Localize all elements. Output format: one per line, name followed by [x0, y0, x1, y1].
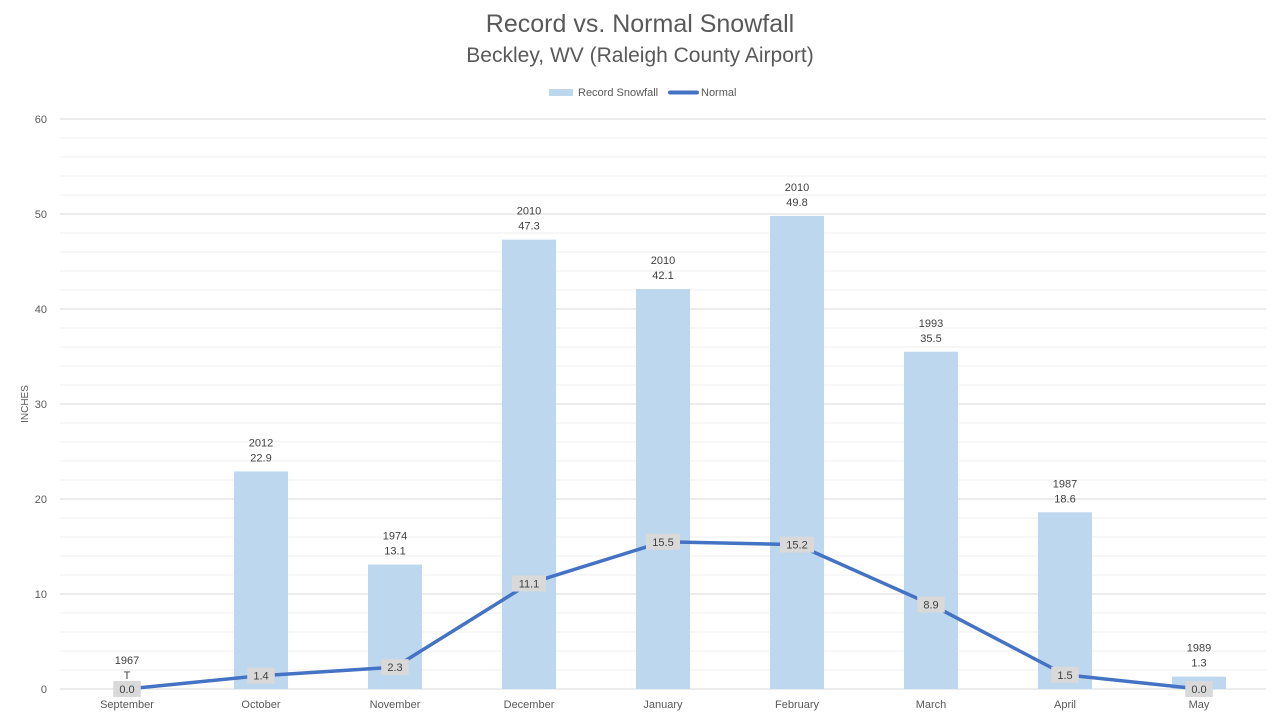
- bar-label-value: 42.1: [652, 270, 673, 282]
- bar-labels: 1967 T 2012 22.9 1974 13.1 2010 47.3 2010 42.1 201…: [115, 182, 1211, 682]
- normal-value-label: 8.9: [923, 599, 938, 611]
- y-tick-label: 30: [35, 399, 47, 411]
- legend-label-record: Record Snowfall: [578, 87, 658, 99]
- normal-label-box: [512, 575, 546, 592]
- y-tick-label: 50: [35, 209, 47, 221]
- x-tick-label: November: [370, 699, 421, 711]
- bar-record: [234, 471, 288, 689]
- normal-value-label: 15.5: [652, 537, 673, 549]
- normal-value-label: 1.4: [253, 671, 268, 683]
- normal-label-box: [381, 659, 409, 676]
- bar-label-value: 49.8: [786, 197, 807, 209]
- y-tick-label: 60: [35, 114, 47, 126]
- legend-label-normal: Normal: [701, 87, 736, 99]
- normal-label-box: [1185, 681, 1213, 697]
- bar-label-year: 2010: [785, 182, 809, 194]
- bar-record: [770, 215, 824, 689]
- bar-record: [502, 239, 556, 689]
- bar-label-value: T: [124, 670, 131, 682]
- y-tick-label: 10: [35, 589, 47, 601]
- normal-value-label: 15.2: [786, 540, 807, 552]
- normal-value-label: 0.0: [1191, 684, 1206, 696]
- x-tick-label: April: [1054, 699, 1076, 711]
- x-tick-label: May: [1189, 699, 1210, 711]
- bar-label-value: 22.9: [250, 452, 271, 464]
- normal-label-box: [113, 681, 141, 697]
- bar-series-record: [234, 215, 1226, 689]
- normal-label-box: [1051, 666, 1079, 683]
- legend-swatch-record: [549, 89, 573, 96]
- bar-label-year: 1993: [919, 318, 943, 330]
- line-series-normal: 0.0 1.4 2.3 11.1 15.5 15.2 8.9 1.5 0.0: [113, 533, 1213, 697]
- bar-record: [1038, 512, 1092, 689]
- bar-label-value: 1.3: [1191, 658, 1206, 670]
- y-tick-label: 20: [35, 494, 47, 506]
- x-tick-label: September: [100, 699, 154, 711]
- normal-value-label: 11.1: [519, 579, 540, 591]
- normal-label-box: [917, 596, 945, 613]
- bar-label-value: 47.3: [518, 221, 539, 233]
- y-axis-ticks: 0 10 20 30 40 50 60: [35, 114, 47, 696]
- normal-value-label: 2.3: [387, 662, 402, 674]
- y-tick-label: 40: [35, 304, 47, 316]
- x-tick-label: October: [241, 699, 280, 711]
- x-axis-ticks: September October November December January F…: [100, 699, 1210, 711]
- chart-subtitle: Beckley, WV (Raleigh County Airport): [466, 44, 814, 67]
- bar-record: [636, 289, 690, 689]
- y-tick-label: 0: [41, 684, 47, 696]
- bar-label-year: 2010: [651, 255, 675, 267]
- normal-label-box: [646, 533, 680, 550]
- bar-label-year: 2010: [517, 206, 541, 218]
- x-tick-label: January: [643, 699, 683, 711]
- normal-label-box: [247, 667, 275, 684]
- normal-value-label: 1.5: [1057, 670, 1072, 682]
- y-axis-title: INCHES: [20, 385, 31, 423]
- bar-label-value: 13.1: [384, 546, 405, 558]
- bar-label-year: 1987: [1053, 478, 1077, 490]
- bar-record: [904, 351, 958, 689]
- bar-label-year: 1974: [383, 531, 407, 543]
- bar-label-year: 1989: [1187, 643, 1211, 655]
- legend: Record Snowfall Normal: [549, 87, 736, 99]
- normal-label-box: [780, 536, 814, 553]
- bar-label-value: 18.6: [1054, 493, 1075, 505]
- x-tick-label: December: [504, 699, 555, 711]
- x-tick-label: March: [916, 699, 947, 711]
- bar-label-year: 2012: [249, 437, 273, 449]
- x-tick-label: February: [775, 699, 820, 711]
- bar-label-year: 1967: [115, 655, 139, 667]
- chart-title: Record vs. Normal Snowfall: [485, 10, 795, 38]
- normal-value-label: 0.0: [119, 684, 134, 696]
- bar-label-value: 35.5: [920, 333, 941, 345]
